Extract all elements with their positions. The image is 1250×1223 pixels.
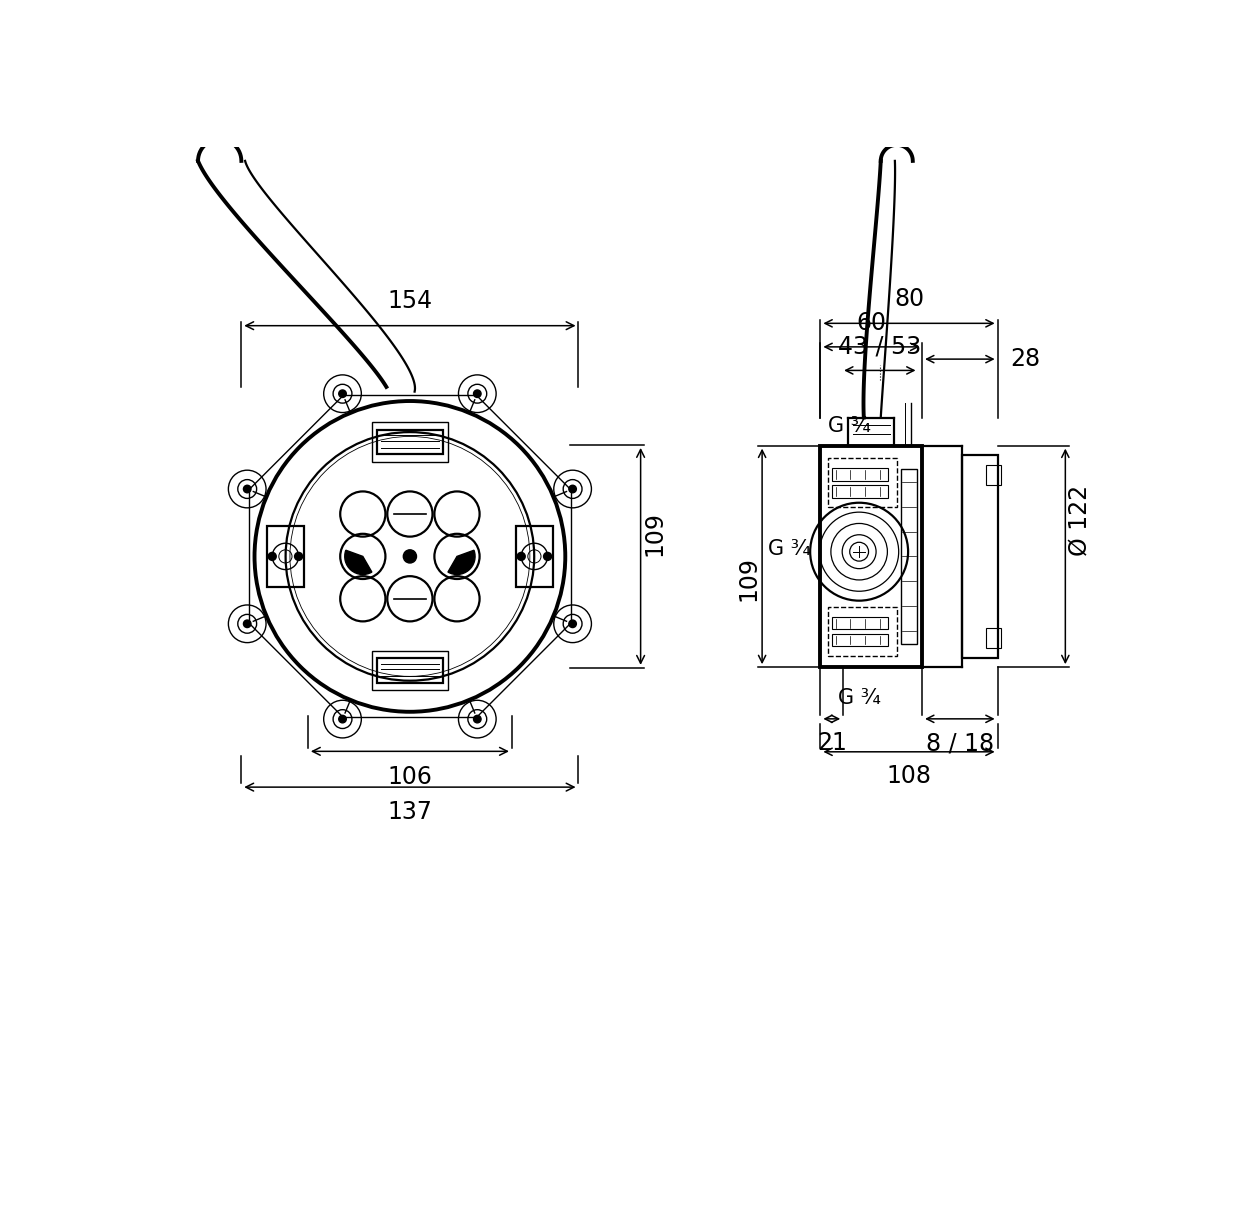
Wedge shape xyxy=(448,550,475,575)
Bar xyxy=(986,627,1001,648)
Circle shape xyxy=(294,552,304,561)
Text: 154: 154 xyxy=(388,289,432,313)
Text: 137: 137 xyxy=(388,800,432,824)
Text: 80: 80 xyxy=(894,287,924,311)
Text: 109: 109 xyxy=(736,556,760,602)
Bar xyxy=(831,468,887,481)
Bar xyxy=(828,457,897,508)
Text: 28: 28 xyxy=(1011,347,1041,371)
Circle shape xyxy=(542,552,552,561)
Circle shape xyxy=(339,390,346,397)
Circle shape xyxy=(516,552,526,561)
Text: 109: 109 xyxy=(642,511,666,556)
Bar xyxy=(515,526,554,587)
Bar xyxy=(378,658,442,682)
Wedge shape xyxy=(345,550,371,575)
Bar xyxy=(372,651,448,690)
Text: G ³⁄₄: G ³⁄₄ xyxy=(838,687,880,708)
Circle shape xyxy=(244,486,251,493)
Text: 8 / 18: 8 / 18 xyxy=(926,731,994,755)
Bar xyxy=(961,455,998,658)
Text: G ³⁄₄: G ³⁄₄ xyxy=(769,539,811,559)
Bar xyxy=(901,470,916,643)
Bar xyxy=(831,618,887,630)
Circle shape xyxy=(244,620,251,627)
Bar xyxy=(986,465,1001,486)
Text: 43 / 53: 43 / 53 xyxy=(839,334,921,358)
Text: 60: 60 xyxy=(856,311,886,335)
Bar xyxy=(828,607,897,656)
Text: 108: 108 xyxy=(886,764,931,788)
Circle shape xyxy=(404,550,416,563)
Circle shape xyxy=(474,715,481,723)
Circle shape xyxy=(339,715,346,723)
Bar xyxy=(831,634,887,646)
Bar xyxy=(372,422,448,462)
Text: 106: 106 xyxy=(388,764,432,789)
Text: 21: 21 xyxy=(816,731,846,755)
Circle shape xyxy=(474,390,481,397)
Circle shape xyxy=(569,486,576,493)
Bar xyxy=(266,526,304,587)
Bar xyxy=(378,430,442,455)
Text: Ø 122: Ø 122 xyxy=(1068,486,1091,556)
Circle shape xyxy=(569,620,576,627)
Bar xyxy=(820,445,922,667)
Circle shape xyxy=(268,552,278,561)
Bar xyxy=(831,486,887,498)
Text: G ³⁄₄: G ³⁄₄ xyxy=(828,416,870,437)
